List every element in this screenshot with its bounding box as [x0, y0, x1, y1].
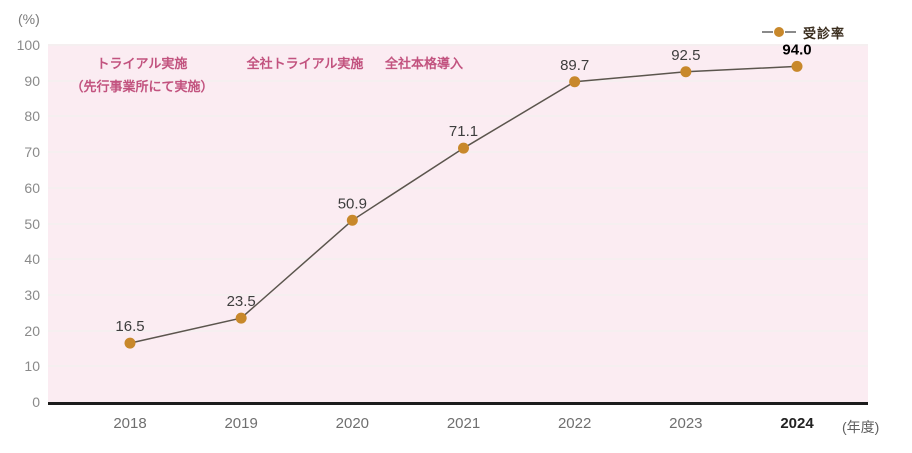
- data-point-label: 16.5: [115, 318, 144, 335]
- phase-annotation-line: トライアル実施: [96, 56, 188, 71]
- x-axis-unit-label: (年度): [842, 419, 880, 435]
- y-tick-label: 20: [24, 322, 40, 339]
- legend-marker-icon: [774, 27, 784, 37]
- x-tick-label: 2022: [557, 415, 592, 432]
- legend-label: 受診率: [803, 25, 846, 41]
- x-tick-label: 2019: [224, 415, 258, 432]
- x-tick-label: 2024: [780, 415, 814, 432]
- data-point: [346, 214, 358, 226]
- data-point: [124, 337, 136, 349]
- phase-annotation: トライアル実施 （先行事業所にて実施）: [70, 52, 213, 98]
- grid-line: [48, 329, 868, 332]
- data-point-label: 23.5: [227, 293, 256, 310]
- y-tick-label: 100: [16, 37, 40, 53]
- grid-line: [48, 79, 868, 82]
- data-point: [569, 76, 581, 88]
- x-tick-label: 2023: [669, 415, 703, 432]
- phase-annotation: 全社トライアル実施: [247, 52, 364, 75]
- y-tick-label: 70: [24, 144, 40, 161]
- grid-line: [48, 115, 868, 118]
- series-plot: 16.5 23.5 50.9 71.1 89.7 92.5 94.0: [115, 41, 812, 349]
- data-point: [235, 312, 247, 324]
- data-point-label: 89.7: [560, 57, 589, 74]
- y-tick-label: 40: [24, 251, 40, 268]
- plot-area: トライアル実施 （先行事業所にて実施） 全社トライアル実施 全社本格導入 16.5 23.…: [48, 41, 868, 405]
- x-tick-label: 2020: [335, 415, 370, 432]
- grid-line: [48, 222, 868, 225]
- legend-line-segment: [785, 31, 796, 33]
- y-tick-label: 10: [24, 358, 40, 375]
- y-tick-label: 30: [24, 286, 40, 303]
- x-tick-label: 2018: [113, 415, 147, 432]
- x-tick-label: 2021: [446, 415, 481, 432]
- phase-annotation-line: （先行事業所にて実施）: [70, 79, 214, 94]
- data-point-label: 50.9: [338, 195, 367, 212]
- legend-line-segment: [762, 31, 773, 33]
- y-tick-label: 60: [24, 179, 40, 196]
- grid-line: [48, 258, 868, 261]
- y-tick-label: 50: [24, 215, 40, 232]
- y-axis-unit-label: (%): [18, 11, 40, 27]
- data-point-label: 94.0: [782, 41, 811, 58]
- data-point: [680, 66, 692, 78]
- grid-line: [48, 365, 868, 368]
- grid-line: [48, 293, 868, 296]
- data-point: [458, 142, 469, 154]
- grid-line: [48, 44, 868, 46]
- y-tick-label: 90: [24, 72, 40, 89]
- phase-annotation: 全社本格導入: [385, 52, 463, 75]
- y-tick-label: 80: [24, 108, 40, 125]
- phase-annotation-line: 全社本格導入: [384, 56, 464, 71]
- y-tick-label: 0: [32, 394, 40, 410]
- data-point-label: 71.1: [449, 123, 478, 140]
- phase-annotation-line: 全社トライアル実施: [246, 56, 364, 71]
- grid-line: [48, 186, 868, 189]
- data-point: [791, 60, 803, 72]
- data-point-label: 92.5: [671, 47, 700, 64]
- legend: 受診率: [762, 24, 846, 41]
